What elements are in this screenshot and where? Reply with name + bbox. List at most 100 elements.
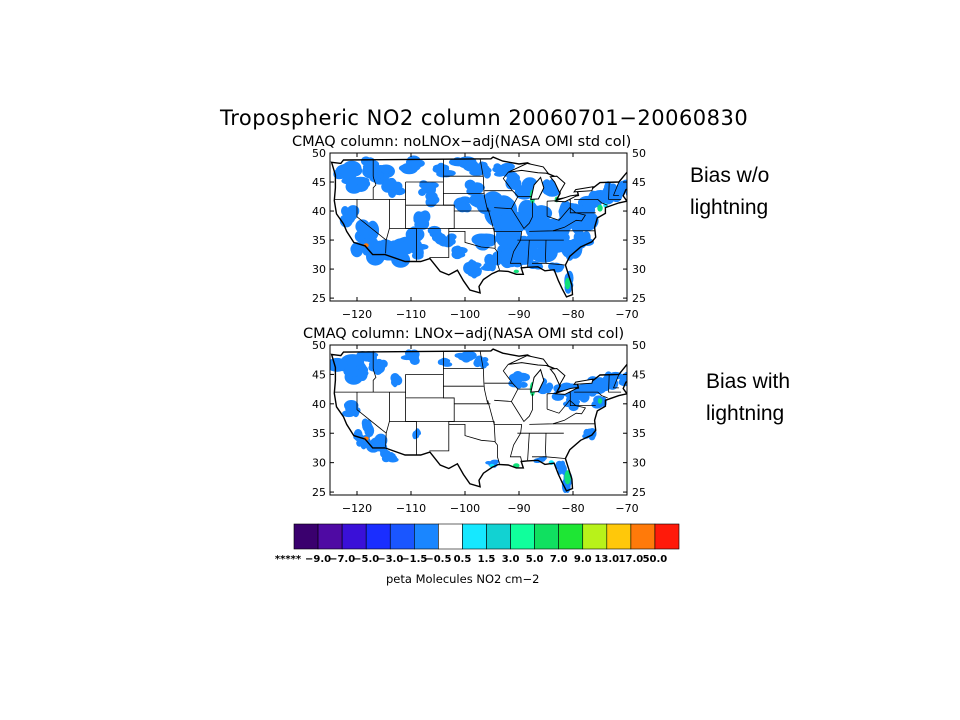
colorbar-swatch <box>438 523 463 550</box>
bias-patch <box>573 235 588 245</box>
panel-1-annotation: Bias w/o lightning <box>690 160 769 224</box>
map-panel-1: −120 −110 −100 −90 −80 −70 50 50 45 45 40 40 35 35 30 3… <box>312 147 646 321</box>
colorbar-label: 5.0 <box>526 554 544 565</box>
lat-tick-label-left: 30 <box>312 263 326 276</box>
bias-patch <box>480 363 487 369</box>
colorbar-label: −7.0 <box>329 554 355 565</box>
map-frame <box>329 152 628 302</box>
bias-patch <box>383 178 398 190</box>
panel-2-subtitle: CMAQ column: LNOx−adj(NASA OMI std col) <box>303 326 625 342</box>
positive-bias-patch <box>564 470 571 485</box>
lon-tick-label: −90 <box>507 308 530 321</box>
positive-bias-patch <box>564 277 571 290</box>
lat-tick-label-right: 45 <box>632 176 646 189</box>
colorbar-swatch <box>606 523 632 550</box>
state-boundary <box>494 364 519 402</box>
state-boundary <box>448 424 500 464</box>
colorbar-label: 1.5 <box>478 554 496 565</box>
lon-tick-label: −100 <box>450 502 480 515</box>
colorbar-label: 3.0 <box>502 554 520 565</box>
bias-patch <box>490 459 500 464</box>
colorbar-label: 13.0 <box>594 554 619 565</box>
bias-patch <box>474 185 483 194</box>
lon-tick-label: −70 <box>615 308 638 321</box>
positive-bias-patch <box>597 204 603 212</box>
lat-tick-label-left: 50 <box>312 339 326 352</box>
bias-patch <box>387 451 395 462</box>
state-boundary <box>479 350 489 404</box>
colorbar-swatch <box>317 523 343 550</box>
colorbar: ***** −9.0−7.0−5.0−3.0−1.5−0.5 0.5 1.5 3.0 5.… <box>275 523 680 565</box>
bias-patch <box>510 177 522 189</box>
great-lake <box>530 176 545 200</box>
lat-tick-label-right: 25 <box>632 486 646 499</box>
bias-patch <box>468 259 475 270</box>
state-boundary <box>429 158 455 258</box>
colorbar-swatch <box>365 523 391 550</box>
great-lake <box>507 162 550 174</box>
lat-tick-label-left: 35 <box>312 234 326 247</box>
state-boundary <box>569 392 596 406</box>
state-boundary <box>527 433 530 461</box>
great-lake <box>573 186 594 193</box>
lon-tick-label: −80 <box>561 502 584 515</box>
state-boundary <box>429 350 455 452</box>
lon-tick-label: −70 <box>615 502 638 515</box>
bias-field <box>330 349 627 494</box>
state-boundary <box>511 393 533 423</box>
lat-tick-label-right: 30 <box>632 263 646 276</box>
state-boundary <box>529 207 587 232</box>
state-boundary <box>545 262 565 266</box>
bias-patch <box>559 239 579 254</box>
lon-tick-label: −120 <box>342 502 372 515</box>
lat-tick-label-right: 50 <box>632 339 646 352</box>
state-boundary <box>494 171 519 210</box>
colorbar-swatch <box>534 523 559 550</box>
lat-tick-label-left: 25 <box>312 292 326 305</box>
boundaries <box>330 156 627 298</box>
colorbar-units-label: peta Molecules NO2 cm−2 <box>386 572 540 586</box>
bias-patch <box>457 247 468 254</box>
bias-patch <box>543 244 558 261</box>
lat-tick-label-right: 25 <box>632 292 646 305</box>
colorbar-label: 17.0 <box>619 554 644 565</box>
colorbar-swatch <box>510 523 535 550</box>
state-boundary <box>608 181 622 200</box>
bias-patch <box>488 262 496 269</box>
state-boundary <box>372 158 377 200</box>
bias-patch <box>391 186 404 195</box>
colorbar-label: −5.0 <box>353 554 379 565</box>
figure-title: Tropospheric NO2 column 20060701−2006083… <box>220 106 749 130</box>
lat-tick-label-right: 50 <box>632 147 646 160</box>
colorbar-swatch <box>486 523 511 550</box>
lat-tick-label-left: 30 <box>312 457 326 470</box>
lat-tick-label-left: 45 <box>312 176 326 189</box>
panel-2-annotation-line-2: lightning <box>706 402 785 425</box>
bias-patch <box>413 211 424 226</box>
bias-patch <box>603 181 613 197</box>
colorbar-label: 0.5 <box>454 554 472 565</box>
bias-patch <box>492 165 507 174</box>
great-lake <box>549 367 566 387</box>
bias-patch <box>439 358 448 365</box>
state-boundary <box>527 240 530 267</box>
bias-patch <box>343 367 361 377</box>
state-boundary <box>545 456 565 459</box>
colorbar-label: −3.0 <box>377 554 403 565</box>
colorbar-label: −0.5 <box>425 554 451 565</box>
bias-patch <box>342 409 356 418</box>
bias-patch <box>518 381 528 388</box>
state-boundary <box>448 231 500 271</box>
colorbar-swatch <box>558 523 584 550</box>
bias-patch <box>532 247 548 262</box>
state-boundary <box>569 199 596 214</box>
bias-patch <box>398 241 415 255</box>
bias-patch <box>568 402 579 412</box>
boundaries <box>330 348 627 492</box>
bias-patch <box>347 176 359 188</box>
state-boundary <box>356 392 387 434</box>
great-lake <box>507 355 550 367</box>
state-boundary <box>529 399 587 425</box>
colorbar-swatch <box>389 523 415 550</box>
state-boundary <box>532 433 547 458</box>
